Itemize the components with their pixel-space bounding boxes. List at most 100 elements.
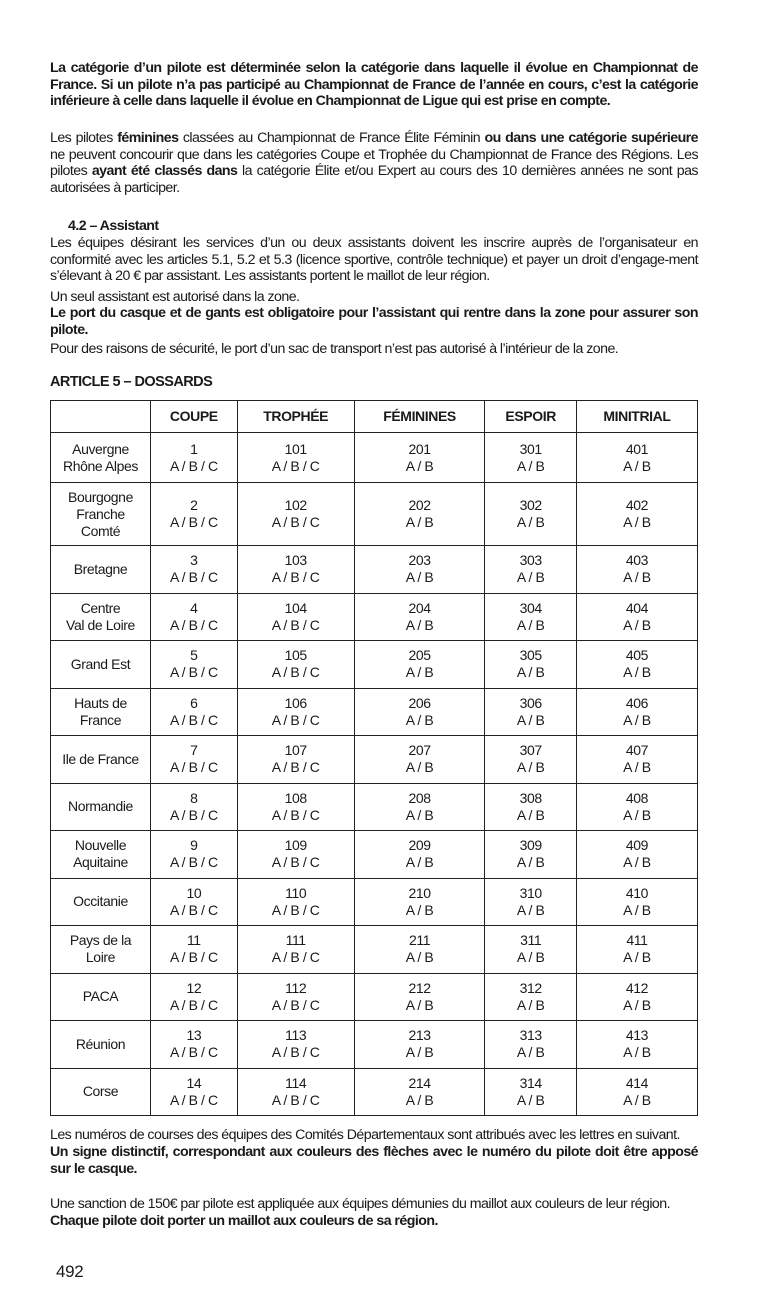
dossard-letters: A / B <box>516 1091 545 1108</box>
dossard-number: 308 <box>519 789 543 806</box>
dossard-number: 107 <box>284 742 308 759</box>
dossard-letters: A / B <box>623 854 651 871</box>
dossard-cell: 101 A / B / C <box>236 432 355 483</box>
dossard-letters: A / B <box>516 664 545 681</box>
dossard-number: 412 <box>625 979 649 996</box>
dossard-letters: A / B / C <box>271 664 320 681</box>
helmet-paragraph: Le port du casque et de gants est obliga… <box>50 305 699 338</box>
region-name-line: Grand Est <box>70 655 131 672</box>
dossard-number: 208 <box>408 789 431 806</box>
region-name-line: Corse <box>82 1083 119 1100</box>
region-name-line: Comté <box>80 522 121 539</box>
table-row: Occitanie 10 A / B / C 110 A / B / C 210 A / B… <box>50 877 699 926</box>
dossard-letters: A / B <box>623 806 651 823</box>
text: ne peuvent concourir que dans les catégo… <box>50 146 699 180</box>
dossard-cell: 405 A / B <box>575 640 699 689</box>
region-name-line: Rhône Alpes <box>63 457 138 474</box>
dossard-letters: A / B <box>405 569 434 586</box>
region-name-line: Occitanie <box>73 893 128 910</box>
dossard-letters: A / B <box>405 901 434 918</box>
dossard-cell: 206 A / B <box>353 687 486 736</box>
dossard-cell: 301 A / B <box>484 432 577 483</box>
dossard-number: 304 <box>519 599 543 616</box>
dossard-cell: 404 A / B <box>575 592 699 641</box>
region-cell: Centre Val de Loire <box>50 592 151 641</box>
dossard-number: 9 <box>190 837 198 854</box>
dossard-number: 205 <box>408 647 431 664</box>
dossard-number: 11 <box>186 932 201 949</box>
region-cell: Ile de France <box>50 735 151 784</box>
dossard-letters: A / B / C <box>169 514 218 530</box>
dossard-number: 410 <box>625 884 649 901</box>
dossard-letters: A / B <box>405 996 434 1013</box>
assistant-paragraph: Les équipes désirant les services d’un o… <box>50 235 699 285</box>
dossard-letters: A / B / C <box>271 949 320 966</box>
dossard-cell: 407 A / B <box>575 735 699 784</box>
dossard-cell: 103 A / B / C <box>236 545 355 594</box>
dossard-letters: A / B <box>405 664 434 681</box>
dossard-number: 405 <box>625 647 649 664</box>
dossard-letters: A / B <box>623 514 651 530</box>
region-name-line: Val de Loire <box>66 616 135 633</box>
dossard-cell: 305 A / B <box>484 640 577 689</box>
dossard-number: 4 <box>190 599 198 616</box>
region-name-line: Aquitaine <box>73 854 128 871</box>
dossard-number: 105 <box>284 647 308 664</box>
dossard-number: 404 <box>625 599 649 616</box>
assistant-zone-paragraph: Un seul assistant est autorisé dans la z… <box>50 289 300 305</box>
region-name-line: Normandie <box>68 798 133 815</box>
header-minitrial: MINITRIAL <box>575 400 699 433</box>
dossard-number: 213 <box>408 1027 431 1044</box>
dossard-cell: 214 A / B <box>353 1067 486 1116</box>
dossard-cell: 104 A / B / C <box>236 592 355 641</box>
dossard-cell: 11 A / B / C <box>150 925 238 974</box>
region-name-line: Nouvelle <box>74 837 127 854</box>
dossard-number: 6 <box>190 694 198 711</box>
region-cell: Corse <box>50 1067 151 1116</box>
dossard-letters: A / B <box>516 806 545 823</box>
dossard-number: 407 <box>625 742 649 759</box>
dossard-number: 5 <box>190 647 198 664</box>
dossard-number: 203 <box>408 552 431 569</box>
dossard-cell: 10 A / B / C <box>150 877 238 926</box>
dossard-number: 307 <box>519 742 543 759</box>
dossard-number: 7 <box>190 742 198 759</box>
dossard-cell: 308 A / B <box>484 782 577 831</box>
dossard-cell: 106 A / B / C <box>236 687 355 736</box>
table-row: Bretagne 3 A / B / C 103 A / B / C 203 A / B 30… <box>50 545 699 594</box>
section-4-2-title: 4.2 – Assistant <box>68 218 159 234</box>
dossard-number: 112 <box>285 979 307 996</box>
region-cell: Grand Est <box>50 640 151 689</box>
dossard-cell: 12 A / B / C <box>150 972 238 1021</box>
text: ou dans une catégorie supérieure <box>484 130 699 146</box>
dossard-letters: A / B <box>516 759 545 776</box>
dossard-letters: A / B / C <box>169 1091 218 1108</box>
dossard-cell: 13 A / B / C <box>150 1020 238 1069</box>
dossard-number: 204 <box>408 599 431 616</box>
dossard-cell: 207 A / B <box>353 735 486 784</box>
dossard-letters: A / B <box>623 664 651 681</box>
dossard-number: 202 <box>408 497 431 513</box>
dossard-number: 408 <box>625 789 649 806</box>
dossard-number: 2 <box>190 497 198 513</box>
dossard-letters: A / B <box>405 759 434 776</box>
table-row: Corse 14 A / B / C 114 A / B / C 214 A / B 314 A… <box>50 1067 699 1116</box>
dossard-letters: A / B / C <box>169 711 218 728</box>
dossard-number: 114 <box>285 1074 307 1091</box>
dossards-table: COUPE TROPHÉE FÉMININES ESPOIR MINITRIAL Auv… <box>50 400 699 1116</box>
region-cell: Pays de la Loire <box>50 925 151 974</box>
header-empty <box>50 400 151 433</box>
dossard-letters: A / B <box>405 949 434 966</box>
dossard-letters: A / B / C <box>271 759 320 776</box>
dossard-number: 305 <box>519 647 543 664</box>
dossard-number: 102 <box>284 497 308 513</box>
dossard-cell: 303 A / B <box>484 545 577 594</box>
dossard-cell: 203 A / B <box>353 545 486 594</box>
table-row: Bourgogne Franche Comté 2 A / B / C 102 A / B … <box>50 482 699 546</box>
dossard-number: 106 <box>284 694 308 711</box>
dossard-letters: A / B / C <box>169 616 218 633</box>
dossard-letters: A / B <box>516 854 545 871</box>
dossard-number: 312 <box>519 979 543 996</box>
